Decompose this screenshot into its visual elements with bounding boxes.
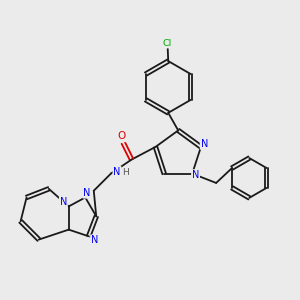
- Text: H: H: [122, 168, 129, 177]
- Text: N: N: [201, 139, 208, 149]
- Text: N: N: [192, 170, 199, 180]
- Text: N: N: [91, 235, 98, 245]
- Text: N: N: [113, 167, 121, 177]
- Text: N: N: [83, 188, 91, 198]
- Text: Cl: Cl: [163, 39, 172, 48]
- Text: O: O: [118, 131, 126, 141]
- Text: N: N: [60, 197, 67, 207]
